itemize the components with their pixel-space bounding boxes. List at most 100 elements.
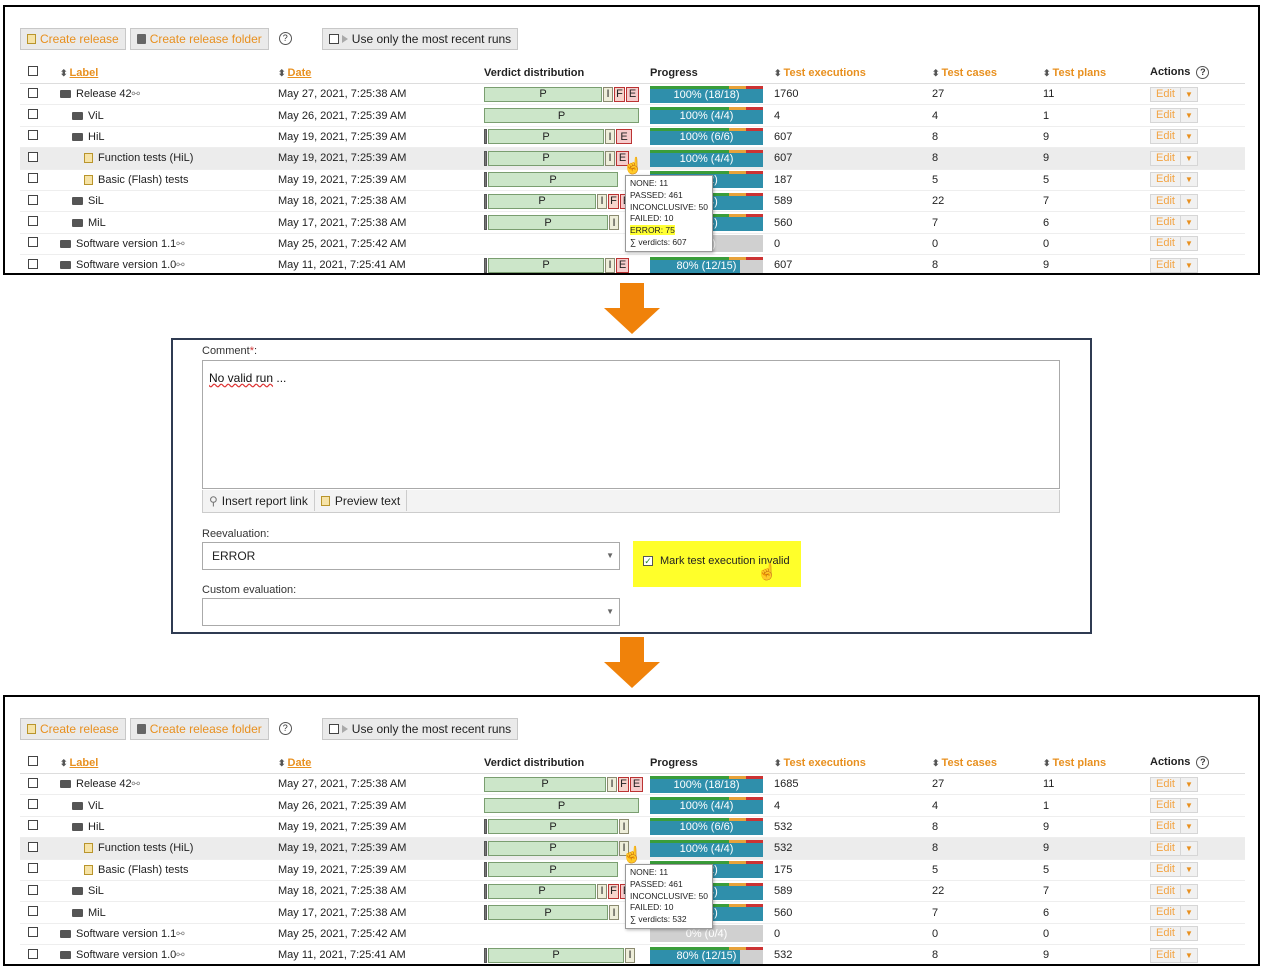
row-checkbox[interactable] bbox=[28, 799, 38, 810]
edit-label[interactable]: Edit bbox=[1151, 173, 1181, 187]
row-checkbox[interactable] bbox=[28, 258, 38, 269]
sort-cases[interactable]: Test cases bbox=[941, 66, 997, 79]
row-label[interactable]: ViL bbox=[88, 109, 104, 122]
checkbox[interactable] bbox=[328, 33, 339, 44]
row-label[interactable]: SiL bbox=[88, 885, 104, 898]
edit-button[interactable]: Edit ▼ bbox=[1150, 840, 1198, 856]
edit-button[interactable]: Edit ▼ bbox=[1150, 150, 1198, 166]
help-icon[interactable]: ? bbox=[1196, 756, 1210, 769]
verdict-bar[interactable]: P bbox=[484, 108, 650, 124]
reevaluation-select[interactable]: ERROR ▼ bbox=[202, 542, 620, 570]
edit-label[interactable]: Edit bbox=[1151, 799, 1181, 813]
edit-button[interactable]: Edit ▼ bbox=[1150, 905, 1198, 921]
sort-cases[interactable]: Test cases bbox=[941, 756, 997, 769]
edit-dropdown-icon[interactable]: ▼ bbox=[1184, 801, 1193, 811]
row-checkbox[interactable] bbox=[28, 216, 38, 227]
sort-label-link[interactable]: Label bbox=[69, 66, 99, 79]
row-checkbox[interactable] bbox=[28, 863, 38, 874]
edit-label[interactable]: Edit bbox=[1151, 216, 1181, 230]
row-label[interactable]: Software version 1.1 bbox=[76, 237, 177, 250]
sort-date-link[interactable]: Date bbox=[287, 756, 312, 769]
edit-dropdown-icon[interactable]: ▼ bbox=[1184, 111, 1193, 121]
edit-label[interactable]: Edit bbox=[1151, 863, 1181, 877]
recent-runs-toggle[interactable]: Use only the most recent runs bbox=[321, 717, 519, 740]
edit-dropdown-icon[interactable]: ▼ bbox=[1184, 908, 1193, 918]
row-label[interactable]: HiL bbox=[88, 130, 105, 143]
edit-button[interactable]: Edit ▼ bbox=[1150, 862, 1198, 878]
edit-button[interactable]: Edit ▼ bbox=[1150, 926, 1198, 942]
row-label[interactable]: Software version 1.0 bbox=[76, 949, 177, 962]
row-label[interactable]: SiL bbox=[88, 195, 104, 208]
row-checkbox[interactable] bbox=[28, 906, 38, 917]
edit-button[interactable]: Edit ▼ bbox=[1150, 257, 1198, 273]
edit-dropdown-icon[interactable]: ▼ bbox=[1184, 218, 1193, 228]
edit-label[interactable]: Edit bbox=[1151, 884, 1181, 898]
edit-label[interactable]: Edit bbox=[1151, 841, 1181, 855]
edit-dropdown-icon[interactable]: ▼ bbox=[1184, 260, 1193, 270]
edit-label[interactable]: Edit bbox=[1151, 151, 1181, 165]
row-checkbox[interactable] bbox=[28, 841, 38, 852]
sort-executions[interactable]: Test executions bbox=[783, 66, 866, 79]
sort-plans[interactable]: Test plans bbox=[1052, 66, 1107, 79]
row-checkbox[interactable] bbox=[28, 820, 38, 831]
edit-label[interactable]: Edit bbox=[1151, 194, 1181, 208]
verdict-bar[interactable]: P bbox=[484, 862, 650, 878]
row-label[interactable]: Function tests (HiL) bbox=[98, 152, 194, 165]
edit-dropdown-icon[interactable]: ▼ bbox=[1184, 239, 1193, 249]
preview-text-button[interactable]: Preview text bbox=[315, 490, 408, 511]
row-label[interactable]: Software version 1.1 bbox=[76, 927, 177, 940]
row-checkbox[interactable] bbox=[28, 948, 38, 959]
edit-button[interactable]: Edit ▼ bbox=[1150, 129, 1198, 145]
edit-button[interactable]: Edit ▼ bbox=[1150, 947, 1198, 963]
edit-dropdown-icon[interactable]: ▼ bbox=[1184, 822, 1193, 832]
edit-button[interactable]: Edit ▼ bbox=[1150, 172, 1198, 188]
edit-button[interactable]: Edit ▼ bbox=[1150, 776, 1198, 792]
sort-plans[interactable]: Test plans bbox=[1052, 756, 1107, 769]
edit-button[interactable]: Edit ▼ bbox=[1150, 86, 1198, 102]
edit-label[interactable]: Edit bbox=[1151, 87, 1181, 101]
edit-button[interactable]: Edit ▼ bbox=[1150, 215, 1198, 231]
create-release-folder-button[interactable]: Create release folder bbox=[129, 717, 269, 740]
edit-label[interactable]: Edit bbox=[1151, 130, 1181, 144]
edit-button[interactable]: Edit ▼ bbox=[1150, 798, 1198, 814]
edit-label[interactable]: Edit bbox=[1151, 820, 1181, 834]
row-label[interactable]: Function tests (HiL) bbox=[98, 842, 194, 855]
comment-textarea[interactable]: No valid run ... bbox=[202, 360, 1060, 489]
row-label[interactable]: Software version 1.0 bbox=[76, 259, 177, 272]
help-icon[interactable]: ? bbox=[278, 722, 292, 735]
row-label[interactable]: Basic (Flash) tests bbox=[98, 173, 189, 186]
edit-dropdown-icon[interactable]: ▼ bbox=[1184, 196, 1193, 206]
row-checkbox[interactable] bbox=[28, 151, 38, 162]
checkbox[interactable] bbox=[328, 723, 339, 734]
row-checkbox[interactable] bbox=[28, 87, 38, 98]
row-checkbox[interactable] bbox=[28, 130, 38, 141]
insert-report-link-button[interactable]: ⚲ Insert report link bbox=[203, 490, 315, 511]
edit-button[interactable]: Edit ▼ bbox=[1150, 819, 1198, 835]
sort-date-link[interactable]: Date bbox=[287, 66, 312, 79]
select-all-checkbox[interactable] bbox=[28, 756, 38, 766]
edit-dropdown-icon[interactable]: ▼ bbox=[1184, 779, 1193, 789]
row-checkbox[interactable] bbox=[28, 777, 38, 788]
row-checkbox[interactable] bbox=[28, 237, 38, 248]
row-label[interactable]: MiL bbox=[88, 906, 106, 919]
select-all-checkbox[interactable] bbox=[28, 66, 38, 76]
row-label[interactable]: MiL bbox=[88, 216, 106, 229]
sort-executions[interactable]: Test executions bbox=[783, 756, 866, 769]
edit-dropdown-icon[interactable]: ▼ bbox=[1184, 865, 1193, 875]
edit-label[interactable]: Edit bbox=[1151, 906, 1181, 920]
create-release-button[interactable]: Create release bbox=[20, 27, 126, 50]
row-label[interactable]: Basic (Flash) tests bbox=[98, 863, 189, 876]
row-label[interactable]: ViL bbox=[88, 799, 104, 812]
sort-label-link[interactable]: Label bbox=[69, 756, 99, 769]
edit-label[interactable]: Edit bbox=[1151, 927, 1181, 941]
edit-label[interactable]: Edit bbox=[1151, 777, 1181, 791]
edit-label[interactable]: Edit bbox=[1151, 258, 1181, 272]
